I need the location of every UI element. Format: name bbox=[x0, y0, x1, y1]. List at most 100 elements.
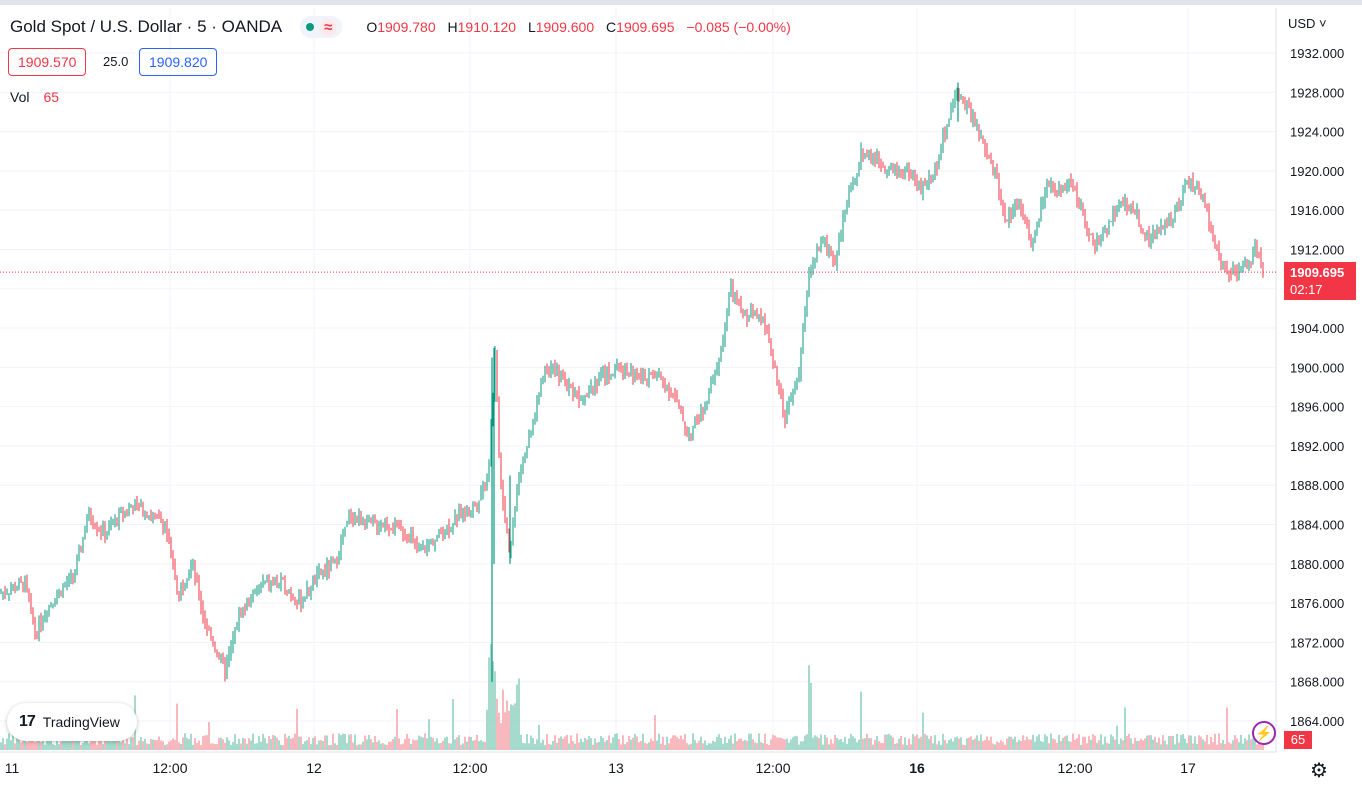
volume-bar bbox=[554, 735, 556, 750]
top-border bbox=[0, 0, 1362, 5]
volume-bar bbox=[792, 737, 794, 750]
volume-bar bbox=[802, 741, 804, 750]
lightning-icon[interactable]: ⚡ bbox=[1252, 721, 1276, 745]
volume-bar bbox=[348, 734, 350, 750]
volume-bar bbox=[60, 741, 62, 750]
volume-bar bbox=[1082, 736, 1084, 750]
volume-bar bbox=[884, 734, 886, 750]
y-tick-label: 1912.000 bbox=[1290, 242, 1344, 257]
volume-bar bbox=[1224, 743, 1226, 750]
volume-bar bbox=[614, 733, 616, 750]
volume-bar bbox=[96, 744, 98, 750]
volume-bar bbox=[1238, 742, 1240, 750]
volume-bar bbox=[868, 738, 870, 750]
volume-bar bbox=[974, 738, 976, 750]
volume-bar bbox=[176, 703, 178, 750]
volume-bar bbox=[494, 671, 496, 750]
volume-bar bbox=[738, 738, 740, 750]
volume-bar bbox=[820, 734, 822, 750]
volume-bar bbox=[514, 703, 516, 750]
volume-bar bbox=[788, 742, 790, 750]
volume-bar bbox=[942, 733, 944, 750]
volume-bar bbox=[452, 699, 454, 750]
volume-bar bbox=[662, 736, 664, 750]
volume-bar bbox=[338, 733, 340, 750]
volume-bar bbox=[998, 742, 1000, 750]
volume-bar bbox=[502, 689, 504, 750]
volume-bar bbox=[1176, 733, 1178, 750]
volume-bar bbox=[1150, 735, 1152, 750]
gear-icon[interactable]: ⚙ bbox=[1310, 760, 1328, 782]
volume-bar bbox=[1202, 739, 1204, 750]
volume-bar bbox=[730, 735, 732, 750]
volume-bar bbox=[1058, 734, 1060, 750]
volume-bar bbox=[800, 741, 802, 750]
volume-bar bbox=[960, 737, 962, 750]
volume-bar bbox=[234, 734, 236, 750]
volume-bar bbox=[1206, 734, 1208, 750]
volume-bar bbox=[826, 737, 828, 750]
volume-bar bbox=[340, 735, 342, 750]
market-status-pill[interactable]: ≈ bbox=[300, 16, 343, 38]
volume-bar bbox=[648, 742, 650, 750]
volume-bar bbox=[786, 738, 788, 750]
volume-bar bbox=[576, 733, 578, 750]
volume-bar bbox=[128, 744, 130, 750]
tv-mark-icon: 17 bbox=[19, 713, 36, 730]
volume-bar bbox=[736, 741, 738, 750]
volume-bar bbox=[106, 734, 108, 750]
volume-bar bbox=[872, 744, 874, 750]
volume-bar bbox=[1076, 738, 1078, 750]
volume-bar bbox=[1120, 738, 1122, 750]
volume-bar bbox=[810, 682, 812, 750]
volume-bar bbox=[716, 736, 718, 750]
volume-bar bbox=[316, 744, 318, 750]
volume-bar bbox=[1258, 740, 1260, 750]
volume-bar bbox=[986, 736, 988, 750]
volume-bar bbox=[838, 739, 840, 750]
change-value: −0.085 (−0.00%) bbox=[686, 19, 791, 35]
chart-legend: Gold Spot / U.S. Dollar · 5 · OANDA ≈ O1… bbox=[10, 16, 791, 38]
volume-bar bbox=[266, 743, 268, 750]
volume-bar bbox=[600, 735, 602, 750]
tradingview-logo[interactable]: 17 TradingView bbox=[7, 703, 137, 741]
volume-bar bbox=[1194, 736, 1196, 750]
sell-button[interactable]: 1909.570 bbox=[8, 48, 87, 76]
volume-bar bbox=[210, 743, 212, 750]
open-value: 1909.780 bbox=[377, 19, 436, 35]
x-tick-label: 12:00 bbox=[152, 760, 187, 776]
volume-bar bbox=[880, 743, 882, 750]
high-value: 1910.120 bbox=[457, 19, 517, 35]
volume-bar bbox=[1114, 739, 1116, 750]
volume-bar bbox=[1052, 738, 1054, 750]
volume-bar bbox=[436, 738, 438, 750]
volume-bar bbox=[1200, 736, 1202, 750]
volume-bar bbox=[528, 743, 530, 750]
volume-bar bbox=[654, 715, 656, 750]
volume-bar bbox=[168, 741, 170, 750]
volume-bar bbox=[944, 739, 946, 750]
volume-bar bbox=[930, 735, 932, 750]
x-tick-label: 17 bbox=[1180, 760, 1196, 776]
volume-label[interactable]: Vol bbox=[10, 89, 30, 105]
y-tick-label: 1872.000 bbox=[1290, 635, 1344, 650]
volume-bar bbox=[20, 742, 22, 750]
volume-bar bbox=[580, 738, 582, 750]
volume-bar bbox=[776, 737, 778, 750]
volume-bar bbox=[836, 738, 838, 750]
volume-bar bbox=[1140, 738, 1142, 750]
volume-bar bbox=[484, 742, 486, 750]
volume-bar bbox=[818, 738, 820, 750]
volume-bar bbox=[588, 736, 590, 750]
currency-dropdown[interactable]: USD ˅ bbox=[1288, 16, 1327, 31]
symbol-title[interactable]: Gold Spot / U.S. Dollar · 5 · OANDA bbox=[10, 17, 283, 36]
volume-bar bbox=[1256, 744, 1258, 750]
volume-bar bbox=[1156, 742, 1158, 750]
volume-bar bbox=[286, 737, 288, 750]
volume-bar bbox=[218, 737, 220, 750]
volume-bar bbox=[282, 745, 284, 750]
volume-bar bbox=[1228, 742, 1230, 750]
volume-bar bbox=[320, 740, 322, 750]
buy-button[interactable]: 1909.820 bbox=[139, 48, 218, 76]
